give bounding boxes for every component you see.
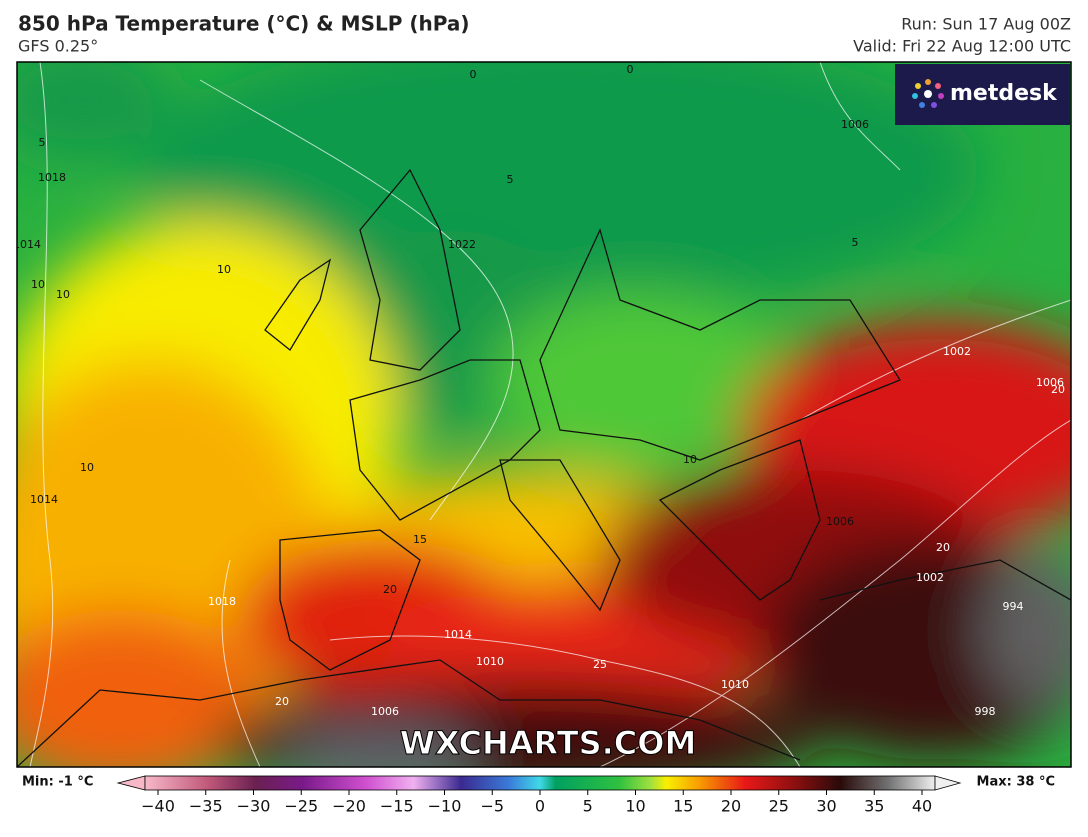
contour-label: 1010 bbox=[721, 678, 749, 691]
contour-label: 10 bbox=[80, 461, 94, 474]
contour-label: 1002 bbox=[943, 345, 971, 358]
contour-label: 20 bbox=[1051, 383, 1065, 396]
colorbar-tick-label: 10 bbox=[625, 797, 645, 816]
colorbar-tick-label: 20 bbox=[721, 797, 741, 816]
contour-label: 994 bbox=[1003, 600, 1024, 613]
colorbar-tick-label: −5 bbox=[480, 797, 504, 816]
colorbar-tick-label: −20 bbox=[332, 797, 366, 816]
colorbar-tick-label: −10 bbox=[428, 797, 462, 816]
chart-title: 850 hPa Temperature (°C) & MSLP (hPa) bbox=[18, 12, 469, 36]
colorbar-tick-label: −35 bbox=[189, 797, 223, 816]
map-frame bbox=[16, 61, 1072, 768]
colorbar-high-arrow bbox=[934, 775, 962, 791]
contour-label: 1014 bbox=[444, 628, 472, 641]
min-label: Min: -1 °C bbox=[22, 775, 93, 790]
contour-label: 1018 bbox=[38, 171, 66, 184]
contour-label: 10 bbox=[31, 278, 45, 291]
colorbar-tick-label: 25 bbox=[769, 797, 789, 816]
contour-label: 20 bbox=[275, 695, 289, 708]
contour-label: 1014 bbox=[13, 238, 41, 251]
run-label: Run: Sun 17 Aug 00Z bbox=[901, 15, 1071, 34]
contour-label: 5 bbox=[507, 173, 514, 186]
contour-label: 1006 bbox=[371, 705, 399, 718]
colorbar-tick-label: −40 bbox=[141, 797, 175, 816]
watermark: WXCHARTS.COM bbox=[400, 724, 697, 762]
colorbar-tick-label: −25 bbox=[284, 797, 318, 816]
model-label: GFS 0.25° bbox=[18, 37, 98, 56]
colorbar-low-arrow bbox=[116, 775, 146, 791]
contour-label: 10 bbox=[217, 263, 231, 276]
contour-label: 5 bbox=[39, 136, 46, 149]
contour-label: 10 bbox=[56, 288, 70, 301]
map: 0 055510181014101410221006101010101015202… bbox=[13, 62, 1071, 767]
colorbar-tick-label: 35 bbox=[864, 797, 884, 816]
colorbar-tick-label: 30 bbox=[816, 797, 836, 816]
contour-label: 1014 bbox=[30, 493, 58, 506]
contour-label: 0 bbox=[627, 63, 634, 76]
contour-label: 5 bbox=[852, 236, 859, 249]
contour-label: 1002 bbox=[916, 571, 944, 584]
colorbar-tick-label: 0 bbox=[535, 797, 545, 816]
contour-label: 1006 bbox=[1036, 376, 1064, 389]
contour-label: 25 bbox=[593, 658, 607, 671]
contour-label: 1022 bbox=[448, 238, 476, 251]
contour-label: 1006 bbox=[841, 118, 869, 131]
valid-label: Valid: Fri 22 Aug 12:00 UTC bbox=[853, 37, 1071, 56]
contour-label: 1018 bbox=[208, 595, 236, 608]
max-label: Max: 38 °C bbox=[977, 775, 1055, 790]
colorbar-tick-label: −15 bbox=[380, 797, 414, 816]
colorbar-tick-label: 40 bbox=[912, 797, 932, 816]
logo-text: metdesk bbox=[950, 81, 1058, 106]
contour-label: 998 bbox=[975, 705, 996, 718]
contour-label: 15 bbox=[413, 533, 427, 546]
colorbar bbox=[144, 775, 936, 791]
colorbar-tick-label: −30 bbox=[237, 797, 271, 816]
logo-icon bbox=[912, 79, 944, 108]
contour-label: 20 bbox=[383, 583, 397, 596]
colorbar-tick-label: 5 bbox=[583, 797, 593, 816]
contour-label: 10 bbox=[683, 453, 697, 466]
contour-label: 1006 bbox=[826, 515, 854, 528]
contour-label: 1010 bbox=[476, 655, 504, 668]
colorbar-tick-label: 15 bbox=[673, 797, 693, 816]
contour-label: 0 bbox=[470, 68, 477, 81]
contour-label: 20 bbox=[936, 541, 950, 554]
